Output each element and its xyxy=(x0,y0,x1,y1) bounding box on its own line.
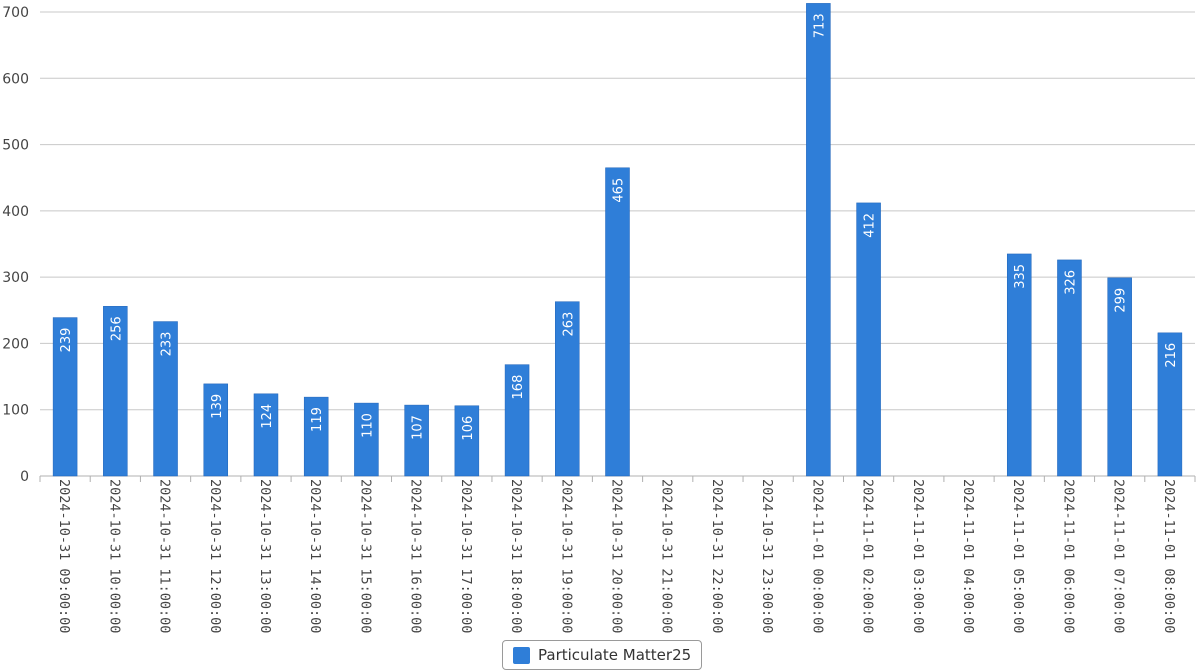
x-tick-label: 2024-10-31 14:00:00 xyxy=(307,479,323,633)
y-tick-label: 400 xyxy=(2,204,29,220)
x-tick-label: 2024-10-31 18:00:00 xyxy=(508,479,524,633)
bar[interactable] xyxy=(806,3,831,477)
legend[interactable]: Particulate Matter25 xyxy=(502,640,703,670)
y-tick-label: 300 xyxy=(2,270,29,286)
data-label: 326 xyxy=(1063,270,1078,295)
bar[interactable] xyxy=(1057,259,1082,477)
data-label: 107 xyxy=(411,415,426,440)
data-label: 110 xyxy=(360,413,375,438)
bar[interactable] xyxy=(203,383,229,477)
x-tick-label: 2024-11-01 08:00:00 xyxy=(1161,479,1177,633)
data-label: 239 xyxy=(59,328,74,353)
data-label: 256 xyxy=(109,316,124,341)
x-tick-label: 2024-11-01 05:00:00 xyxy=(1010,479,1026,633)
x-tick-label: 2024-10-31 09:00:00 xyxy=(56,479,72,633)
legend-label: Particulate Matter25 xyxy=(538,646,692,664)
bar[interactable] xyxy=(504,364,530,477)
y-tick-label: 200 xyxy=(2,336,29,352)
x-tick-label: 2024-10-31 23:00:00 xyxy=(759,479,775,633)
x-tick-label: 2024-10-31 20:00:00 xyxy=(609,479,625,633)
bar[interactable] xyxy=(856,202,881,477)
data-label: 124 xyxy=(260,404,275,429)
bar[interactable] xyxy=(1107,277,1132,477)
x-tick-label: 2024-11-01 07:00:00 xyxy=(1111,479,1127,633)
bar[interactable] xyxy=(303,396,329,477)
data-label: 168 xyxy=(511,375,526,400)
x-tick-label: 2024-11-01 06:00:00 xyxy=(1060,479,1076,633)
bar[interactable] xyxy=(404,404,429,477)
x-tick-label: 2024-11-01 00:00:00 xyxy=(809,479,825,633)
y-tick-label: 500 xyxy=(2,138,29,154)
bar[interactable] xyxy=(1157,332,1183,477)
data-label: 299 xyxy=(1114,288,1129,313)
x-tick-label: 2024-10-31 17:00:00 xyxy=(458,479,474,633)
y-tick-label: 600 xyxy=(2,71,29,87)
data-label: 216 xyxy=(1164,343,1179,368)
bar[interactable] xyxy=(153,321,178,477)
y-tick-label: 100 xyxy=(2,403,29,419)
y-tick-label: 0 xyxy=(20,469,29,485)
legend-swatch xyxy=(513,646,530,664)
x-tick-label: 2024-10-31 10:00:00 xyxy=(106,479,122,633)
bar[interactable] xyxy=(454,405,480,477)
bar[interactable] xyxy=(555,301,580,477)
data-label: 412 xyxy=(863,213,878,238)
x-tick-label: 2024-10-31 11:00:00 xyxy=(157,479,173,633)
bar[interactable] xyxy=(253,393,279,477)
data-label: 119 xyxy=(310,407,325,432)
data-label: 233 xyxy=(160,332,175,357)
bar[interactable] xyxy=(354,402,379,477)
data-label: 335 xyxy=(1013,264,1028,289)
x-tick-label: 2024-10-31 16:00:00 xyxy=(408,479,424,633)
x-tick-label: 2024-10-31 22:00:00 xyxy=(709,479,725,633)
data-label: 139 xyxy=(210,394,225,419)
y-tick-label: 700 xyxy=(2,5,29,21)
x-tick-label: 2024-10-31 13:00:00 xyxy=(257,479,273,633)
x-tick-label: 2024-10-31 21:00:00 xyxy=(659,479,675,633)
x-tick-label: 2024-10-31 12:00:00 xyxy=(207,479,223,633)
data-label: 263 xyxy=(561,312,576,337)
data-label: 713 xyxy=(812,13,827,38)
x-tick-label: 2024-11-01 03:00:00 xyxy=(910,479,926,633)
bar[interactable] xyxy=(103,306,128,477)
data-label: 465 xyxy=(612,178,627,203)
bar[interactable] xyxy=(605,167,630,477)
x-tick-label: 2024-11-01 02:00:00 xyxy=(860,479,876,633)
data-label: 106 xyxy=(461,416,476,441)
bar[interactable] xyxy=(1006,253,1032,477)
x-tick-label: 2024-11-01 04:00:00 xyxy=(960,479,976,633)
x-tick-label: 2024-10-31 15:00:00 xyxy=(357,479,373,633)
bar[interactable] xyxy=(52,317,78,477)
x-tick-label: 2024-10-31 19:00:00 xyxy=(558,479,574,633)
